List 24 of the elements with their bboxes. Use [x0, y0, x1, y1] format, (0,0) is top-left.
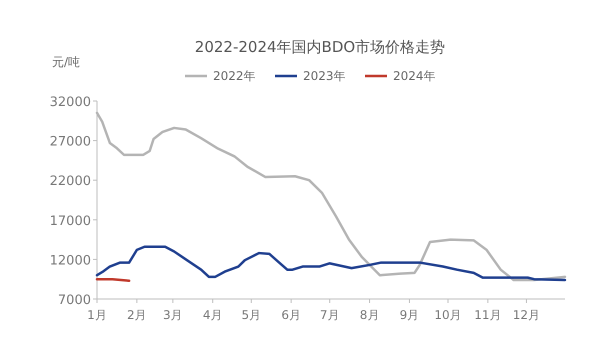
legend-label: 2024年 — [393, 69, 436, 83]
y-tick-label: 17000 — [50, 214, 91, 229]
x-tick-label: 11月 — [474, 308, 502, 322]
legend-label: 2022年 — [213, 69, 256, 83]
x-tick-label: 10月 — [434, 308, 462, 322]
x-tick-label: 6月 — [281, 308, 301, 322]
y-tick-label: 22000 — [50, 174, 91, 190]
x-tick-label: 8月 — [360, 308, 380, 322]
y-tick-label: 27000 — [50, 134, 91, 150]
line-series — [96, 245, 566, 282]
x-tick-label: 7月 — [320, 308, 340, 322]
y-tick-label: 32000 — [50, 95, 91, 110]
y-tick-label: 12000 — [50, 253, 91, 268]
y-tick-label: 7000 — [58, 293, 91, 308]
x-tick-label: 5月 — [241, 308, 262, 322]
x-tick-label: 2月 — [127, 308, 147, 322]
chart-title: 2022-2024年国内BDO市场价格走势 — [194, 38, 446, 56]
y-axis-title: 元/吨 — [52, 55, 80, 69]
x-tick-label: 9月 — [400, 308, 420, 322]
x-tick-label: 12月 — [512, 308, 540, 322]
x-tick-label: 1月 — [87, 308, 107, 322]
legend-label: 2023年 — [303, 69, 346, 83]
x-tick-label: 3月 — [163, 308, 183, 322]
x-tick-label: 4月 — [202, 308, 223, 322]
